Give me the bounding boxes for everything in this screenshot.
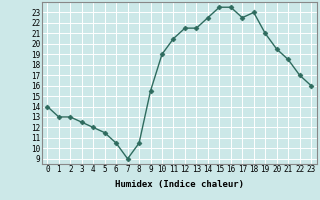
X-axis label: Humidex (Indice chaleur): Humidex (Indice chaleur) bbox=[115, 180, 244, 189]
